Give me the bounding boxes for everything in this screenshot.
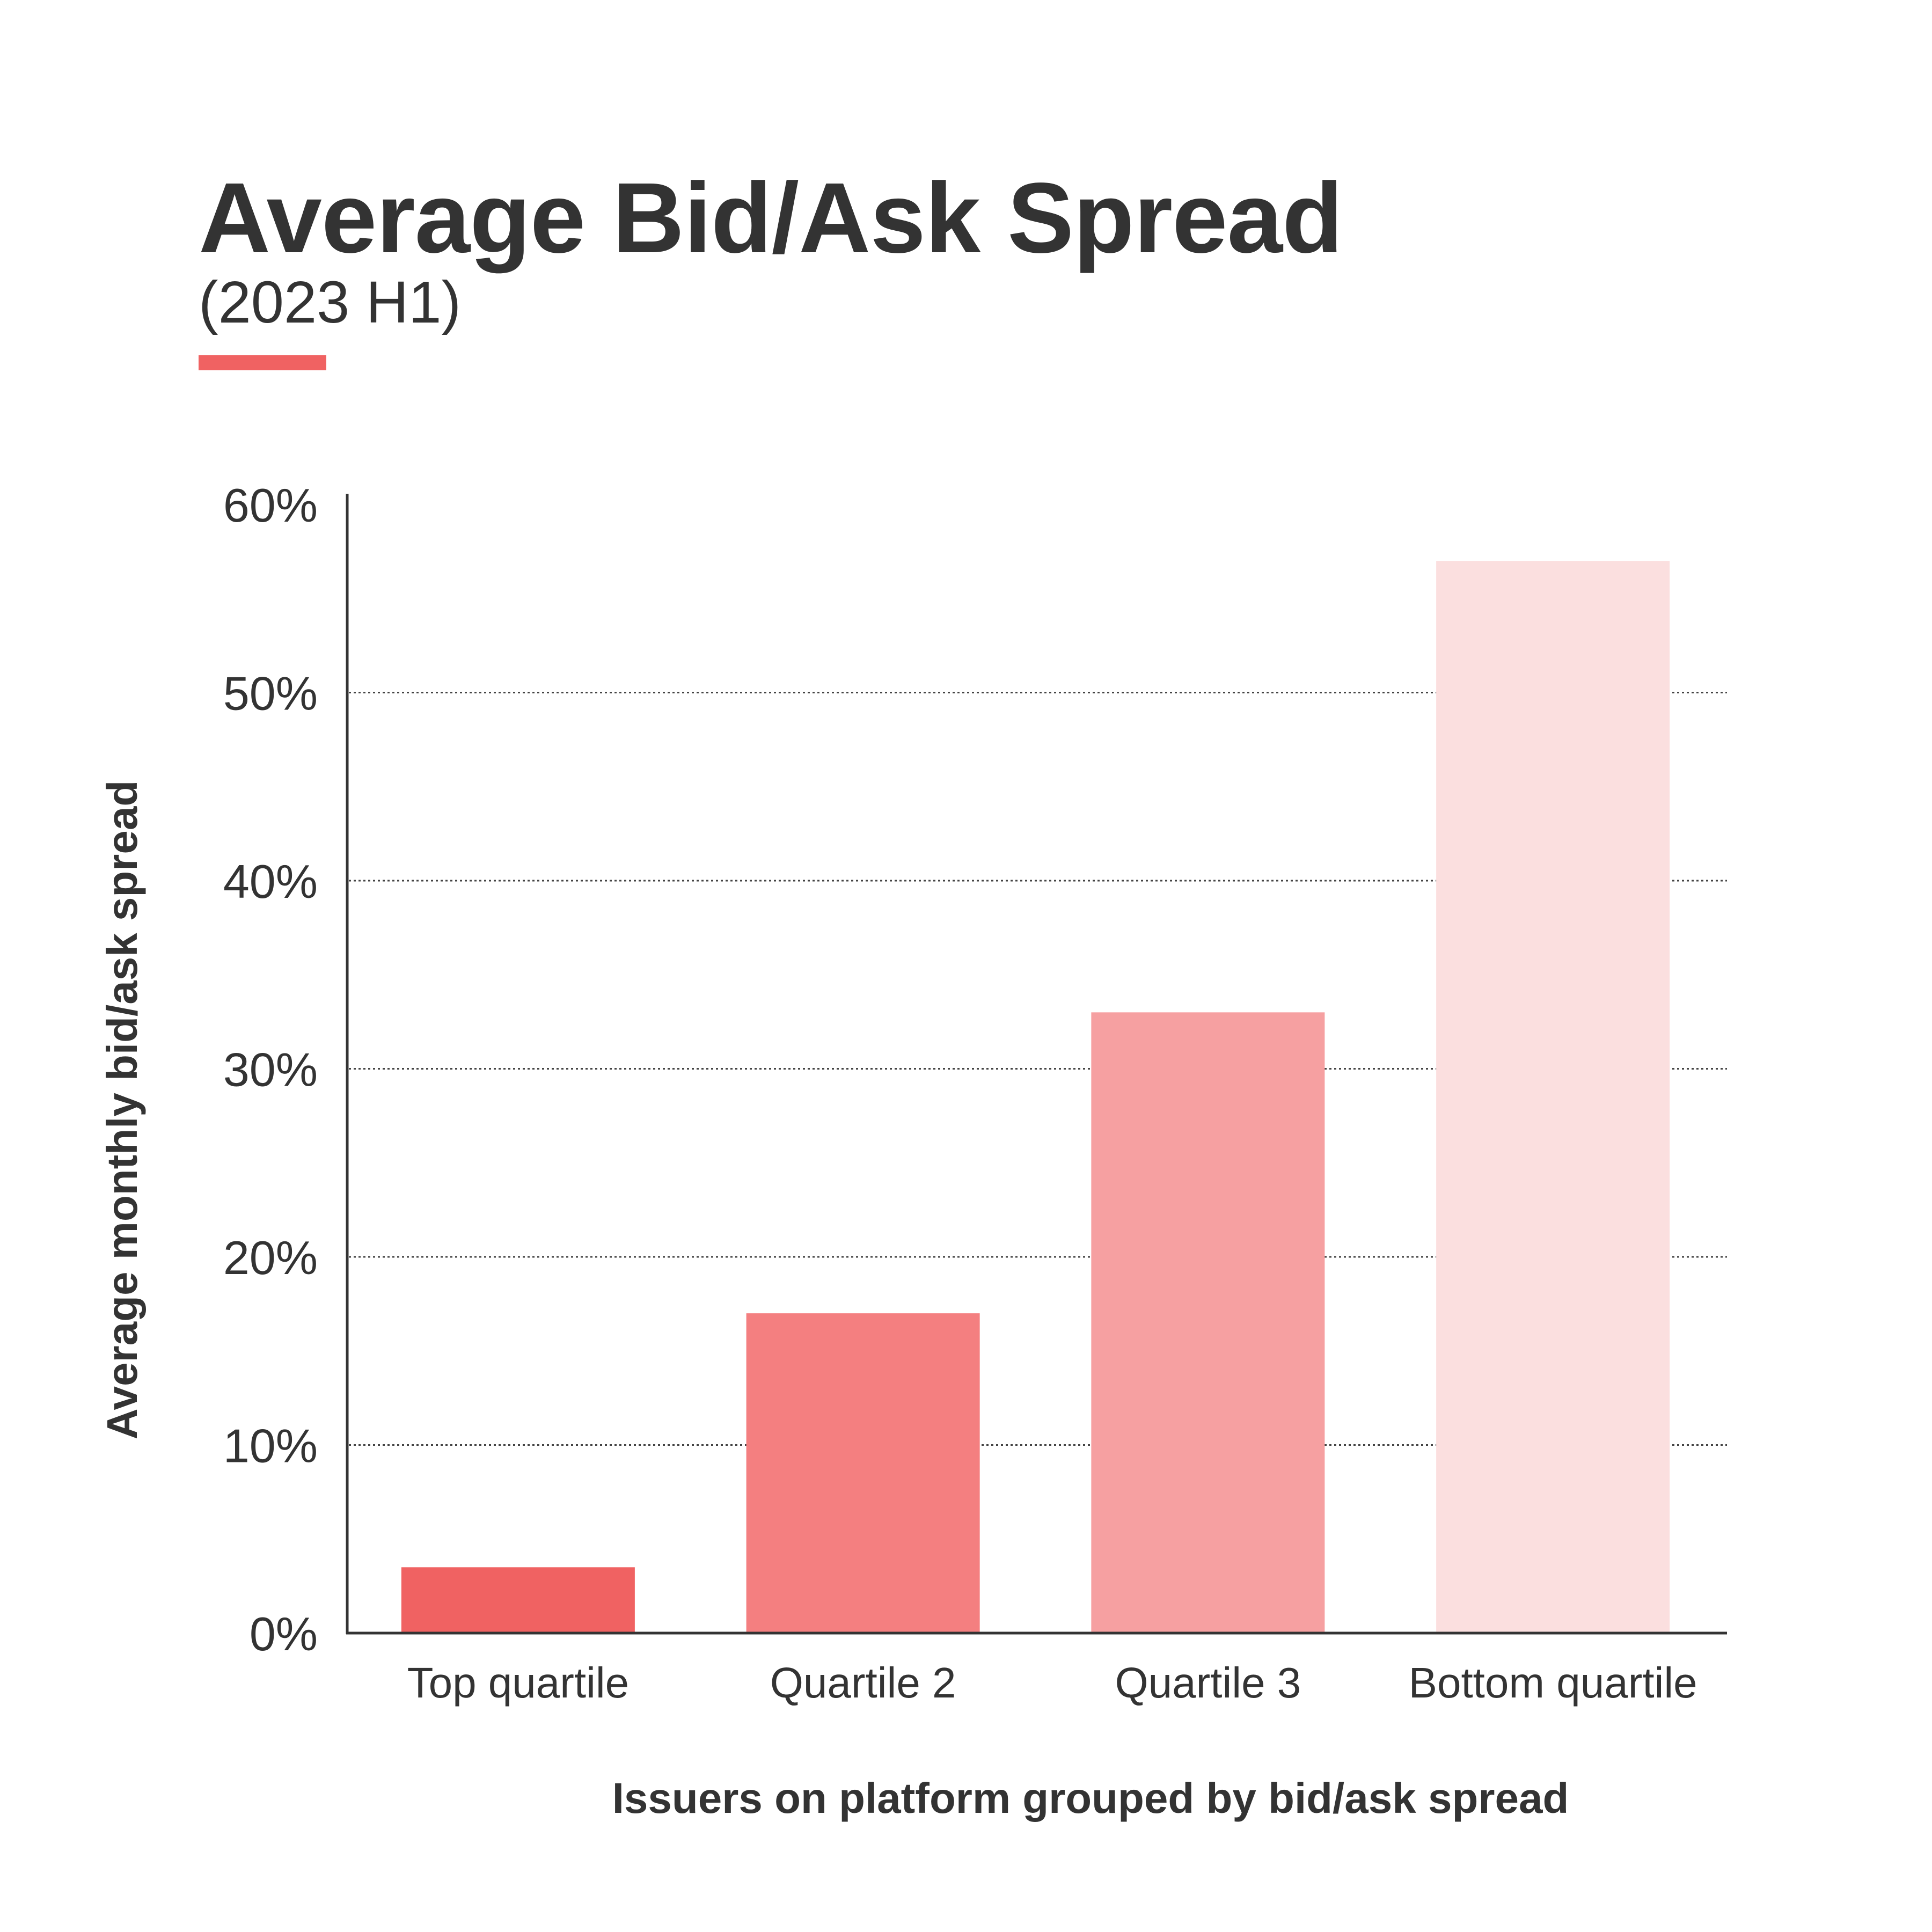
bar-bottom-quartile <box>1436 561 1670 1633</box>
x-category-label-bottom-quartile: Bottom quartile <box>1409 1659 1697 1707</box>
bar-quartile-3 <box>1091 1012 1325 1633</box>
y-tick-label-30: 30% <box>223 1043 318 1096</box>
chart-title: Average Bid/Ask Spread <box>199 163 1343 274</box>
bar-top-quartile <box>401 1567 635 1633</box>
x-category-labels: Top quartile Quartile 2 Quartile 3 Bottom q… <box>407 1659 1697 1707</box>
y-tick-label-20: 20% <box>223 1231 318 1284</box>
y-tick-labels: 0% 10% 20% 30% 40% 50% 60% <box>223 479 318 1660</box>
x-axis-title: Issuers on platform grouped by bid/ask s… <box>612 1774 1569 1822</box>
x-category-label-quartile-3: Quartile 3 <box>1115 1659 1301 1707</box>
chart-subtitle: (2023 H1) <box>199 269 462 335</box>
y-tick-label-10: 10% <box>223 1419 318 1473</box>
y-tick-label-0: 0% <box>250 1607 318 1660</box>
y-tick-label-50: 50% <box>223 667 318 720</box>
axes <box>346 494 1727 1635</box>
title-accent-bar <box>199 355 326 370</box>
y-tick-label-60: 60% <box>223 479 318 532</box>
y-axis-title: Average monthly bid/ask spread <box>98 780 146 1440</box>
x-category-label-quartile-2: Quartile 2 <box>770 1659 956 1707</box>
y-tick-label-40: 40% <box>223 855 318 908</box>
x-category-label-top-quartile: Top quartile <box>407 1659 630 1707</box>
bar-quartile-2 <box>746 1313 980 1633</box>
bars <box>401 561 1670 1633</box>
